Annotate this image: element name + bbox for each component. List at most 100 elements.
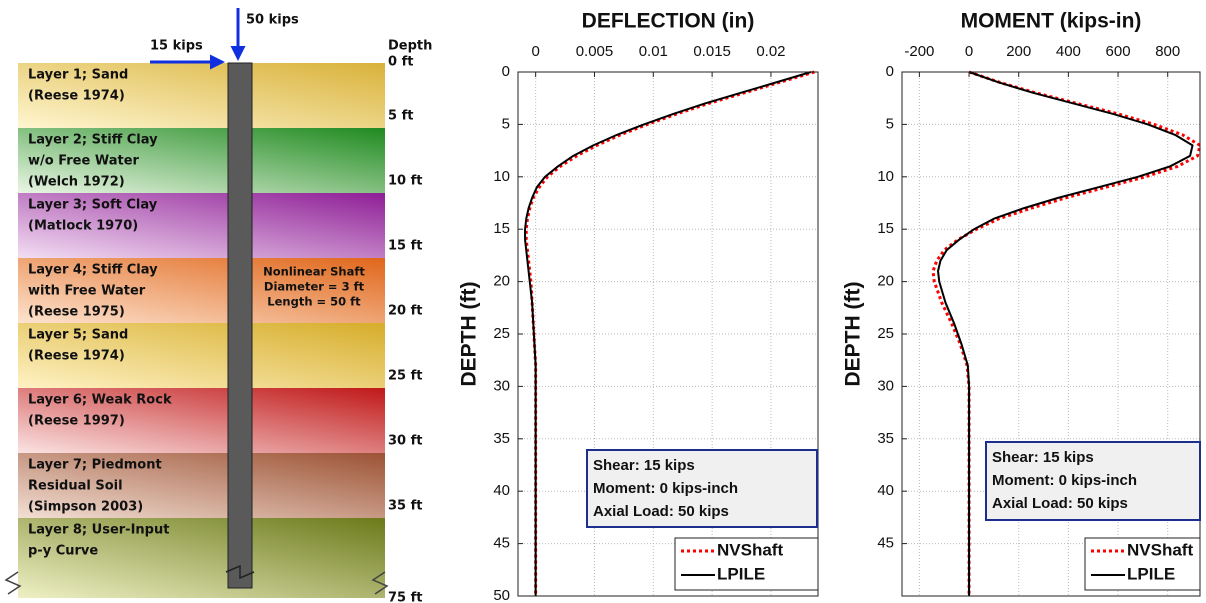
break-mark <box>371 571 389 595</box>
x-tick-label: 0.01 <box>639 43 668 60</box>
y-axis-label: DEPTH (ft) <box>458 282 481 387</box>
x-tick-label: -200 <box>904 43 934 60</box>
y-tick-label: 30 <box>493 377 510 394</box>
y-tick-label: 45 <box>877 535 894 552</box>
depth-label: 75 ft <box>388 591 423 603</box>
layer-label: Layer 4; Stiff Clay <box>28 263 158 278</box>
break-mark <box>4 571 22 595</box>
layer-label: (Reese 1997) <box>28 414 125 429</box>
annotation-text: Shear: 15 kips <box>992 449 1094 466</box>
y-tick-label: 15 <box>877 220 894 237</box>
layer-label: (Reese 1974) <box>28 349 125 364</box>
layer-label: Layer 8; User-Input <box>28 523 169 538</box>
depth-label: 20 ft <box>388 304 423 319</box>
y-tick-label: 35 <box>493 430 510 447</box>
x-tick-label: 0.02 <box>756 43 785 60</box>
y-tick-label: 20 <box>493 273 510 290</box>
layer-label: w/o Free Water <box>28 154 140 169</box>
y-tick-label: 0 <box>502 63 510 80</box>
depth-label: 30 ft <box>388 434 423 449</box>
y-tick-label: 5 <box>886 115 894 132</box>
y-tick-label: 25 <box>493 325 510 342</box>
depth-label: 0 ft <box>388 55 413 70</box>
annotation-box <box>985 441 1201 521</box>
shaft-break <box>225 564 255 580</box>
annotation-text: Shear: 15 kips <box>593 457 695 474</box>
legend-label: LPILE <box>1127 564 1175 583</box>
legend-label: NVShaft <box>717 540 783 559</box>
y-tick-label: 25 <box>877 325 894 342</box>
plot-border <box>517 71 819 597</box>
layer-label: Layer 1; Sand <box>28 68 128 83</box>
shaft-label: Diameter = 3 ft <box>264 280 365 294</box>
x-tick-label: 200 <box>1006 43 1031 60</box>
chart-title: DEFLECTION (in) <box>582 10 755 33</box>
layer-label: (Simpson 2003) <box>28 500 143 515</box>
layer-label: Layer 5; Sand <box>28 328 128 343</box>
y-tick-label: 5 <box>502 115 510 132</box>
layer-label: (Matlock 1970) <box>28 219 138 234</box>
x-tick-label: 0.005 <box>576 43 614 60</box>
annotation-text: Axial Load: 50 kips <box>593 503 729 520</box>
x-tick-label: 400 <box>1056 43 1081 60</box>
y-tick-label: 40 <box>493 482 510 499</box>
shaft <box>227 62 253 589</box>
depth-label: 10 ft <box>388 174 423 189</box>
layer-label: p-y Curve <box>28 544 98 559</box>
soil-layer <box>18 128 385 193</box>
x-tick-label: 0 <box>965 43 973 60</box>
soil-layer <box>18 258 385 323</box>
annotation-box <box>586 449 818 528</box>
shaft-label: Length = 50 ft <box>267 295 361 309</box>
y-tick-label: 15 <box>493 220 510 237</box>
lateral-load: 15 kips <box>150 39 203 54</box>
soil-layer <box>18 193 385 258</box>
annotation-text: Moment: 0 kips-inch <box>593 480 738 497</box>
depth-header: Depth <box>388 39 432 54</box>
y-tick-label: 0 <box>886 63 894 80</box>
vertical-load: 50 kips <box>246 13 299 28</box>
y-tick-label: 35 <box>877 430 894 447</box>
y-tick-label: 20 <box>877 273 894 290</box>
layer-label: (Welch 1972) <box>28 175 125 190</box>
y-tick-label: 45 <box>493 535 510 552</box>
x-tick-label: 800 <box>1155 43 1180 60</box>
y-tick-label: 40 <box>877 482 894 499</box>
layer-label: Layer 6; Weak Rock <box>28 393 172 408</box>
plot-border <box>901 71 1201 597</box>
series-line <box>937 71 1194 596</box>
soil-layer <box>18 518 385 598</box>
layer-label: Layer 7; Piedmont <box>28 458 162 473</box>
legend-label: NVShaft <box>1127 540 1193 559</box>
y-tick-label: 10 <box>877 168 894 185</box>
depth-label: 25 ft <box>388 369 423 384</box>
layer-label: Layer 2; Stiff Clay <box>28 133 158 148</box>
depth-label: 5 ft <box>388 109 413 124</box>
legend-box <box>1084 537 1201 591</box>
chart-title: MOMENT (kips-in) <box>961 10 1142 33</box>
x-tick-label: 600 <box>1106 43 1131 60</box>
y-tick-label: 30 <box>877 377 894 394</box>
soil-layer <box>18 388 385 453</box>
layer-label: Residual Soil <box>28 479 123 494</box>
annotation-text: Axial Load: 50 kips <box>992 495 1128 512</box>
y-tick-label: 50 <box>493 587 510 603</box>
annotation-text: Moment: 0 kips-inch <box>992 472 1137 489</box>
soil-layer <box>18 323 385 388</box>
y-axis-label: DEPTH (ft) <box>842 282 865 387</box>
legend-label: LPILE <box>717 564 765 583</box>
layer-label: Layer 3; Soft Clay <box>28 198 158 213</box>
layer-label: with Free Water <box>28 284 146 299</box>
layer-label: (Reese 1974) <box>28 89 125 104</box>
x-tick-label: 0 <box>531 43 539 60</box>
x-tick-label: 0.015 <box>693 43 731 60</box>
layer-label: (Reese 1975) <box>28 305 125 320</box>
legend-box <box>674 537 819 591</box>
depth-label: 35 ft <box>388 499 423 514</box>
shaft-label: Nonlinear Shaft <box>263 265 365 279</box>
y-tick-label: 10 <box>493 168 510 185</box>
soil-layer <box>18 453 385 518</box>
soil-layer <box>18 63 385 128</box>
